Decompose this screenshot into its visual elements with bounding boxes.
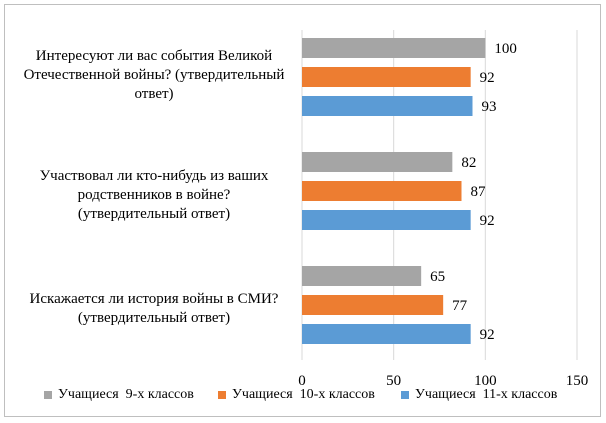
data-label: 93 [482,99,497,115]
category-label: Интересуют ли вас события Великой Отечест… [4,47,304,104]
data-label: 77 [452,298,468,314]
category-label-line: Интересуют ли вас события Великой [35,48,273,64]
category-label-line: ответ) [134,86,174,102]
legend-swatch [44,391,52,399]
bar [302,67,471,87]
data-label: 65 [430,269,445,285]
data-label: 92 [480,70,495,86]
bar [302,295,444,315]
category-label-line: (утвердительный ответ) [77,206,231,222]
legend-item-series-2: Учащиеся 10-х классов [218,387,375,403]
legend-item-series-3: Учащиеся 11-х классов [401,387,557,403]
bar [302,38,486,58]
category-label-line: Искажается ли история войны в СМИ? [29,291,279,307]
legend-label: Учащиеся 10-х классов [232,387,375,402]
category-label: Искажается ли история войны в СМИ? (утвер… [4,290,304,328]
bar [302,324,471,344]
x-tick-label: 0 [298,373,306,389]
legend-item-series-1: Учащиеся 9-х классов [44,387,194,403]
category-label-line: (утвердительный ответ) [77,310,231,326]
legend-swatch [218,391,226,399]
x-tick-label: 150 [566,373,589,389]
data-label: 92 [480,327,495,343]
bar [302,266,422,286]
bar [302,152,453,172]
data-label: 87 [471,184,487,200]
bar [302,181,462,201]
legend-label: Учащиеся 9-х классов [58,387,194,402]
category-label-line: родственников в войне? [77,187,231,203]
data-label: 82 [461,155,476,171]
legend-swatch [401,391,409,399]
bar [302,210,471,230]
legend-label: Учащиеся 11-х классов [415,387,558,402]
category-label-line: Участвовал ли кто-нибудь из ваших [39,168,269,184]
category-label-line: Отечественной войны? (утвердительный [23,67,285,83]
data-label: 100 [494,41,517,57]
legend: Учащиеся 9-х классов Учащиеся 10-х класс… [0,387,606,407]
bar [302,96,473,116]
x-tick-label: 100 [474,373,497,389]
category-label: Участвовал ли кто-нибудь из ваших родстве… [4,167,304,224]
data-label: 92 [480,213,495,229]
x-tick-label: 50 [386,373,401,389]
